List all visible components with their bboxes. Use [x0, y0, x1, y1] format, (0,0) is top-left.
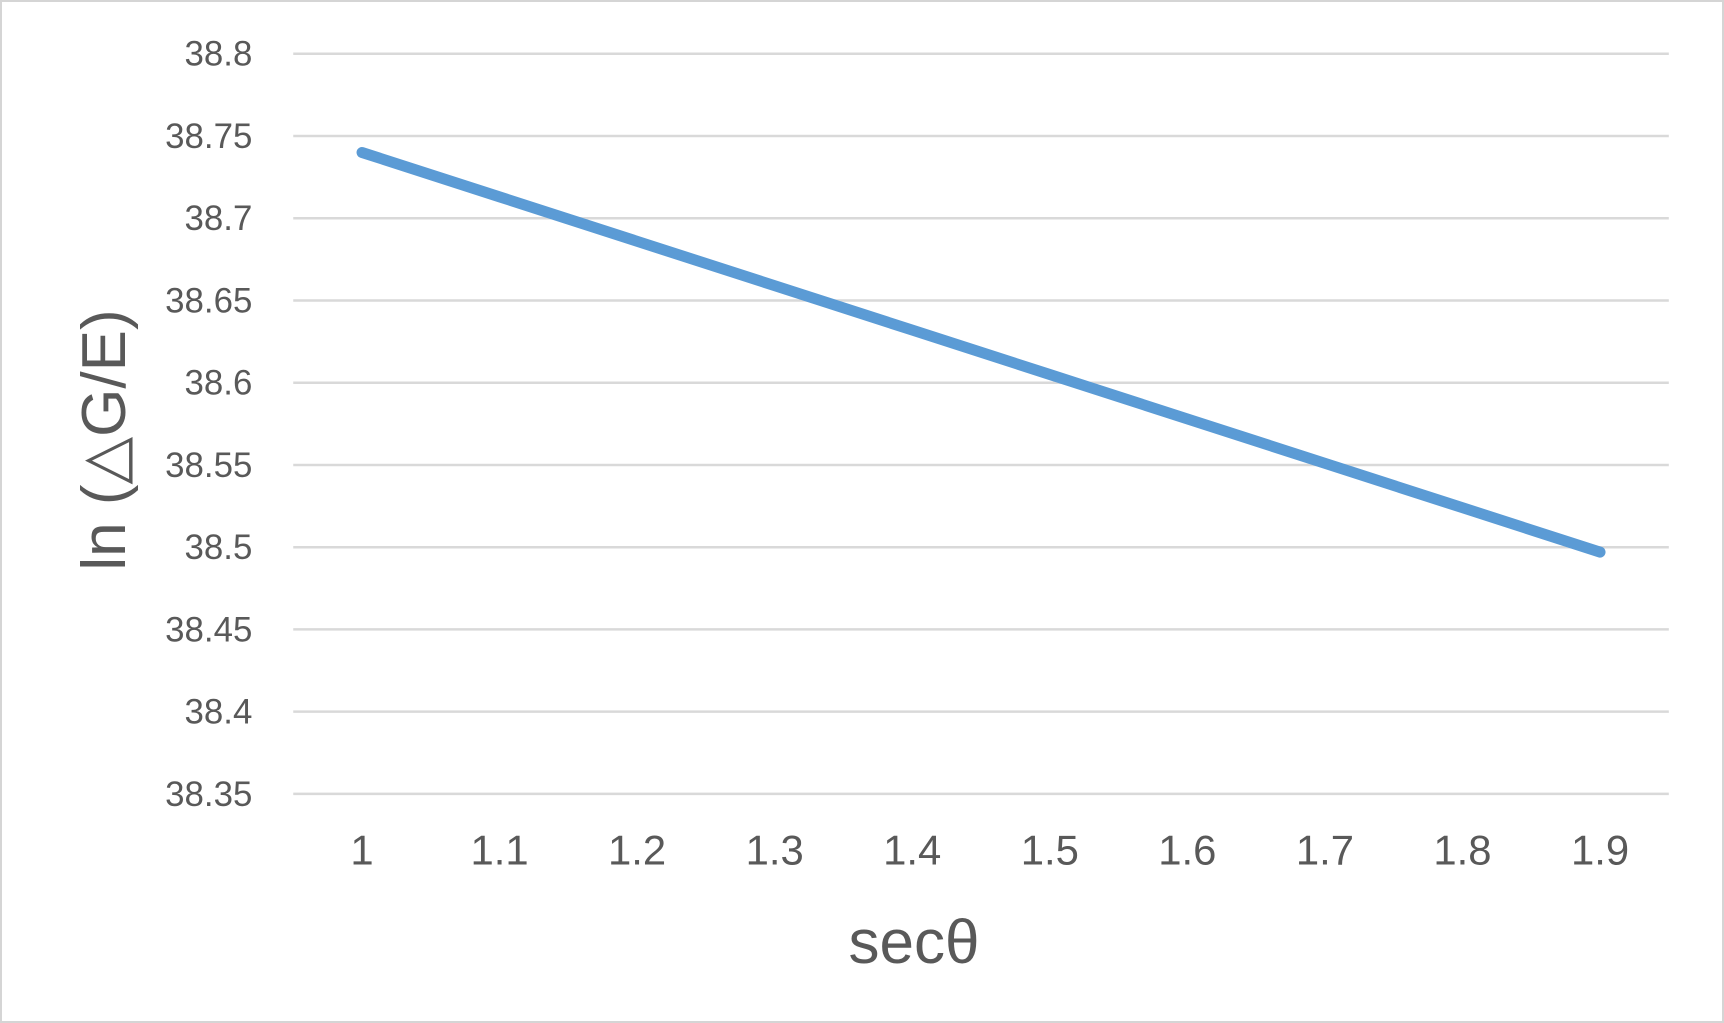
x-tick-label: 1.6 [1158, 827, 1216, 874]
y-tick-label: 38.35 [165, 775, 252, 814]
y-tick-label: 38.7 [185, 199, 253, 238]
gridlines [293, 52, 1669, 796]
series-line [356, 146, 1606, 558]
y-tick-label: 38.4 [185, 693, 253, 732]
x-tick-label: 1.7 [1296, 827, 1354, 874]
y-tick-label: 38.6 [185, 364, 253, 403]
y-tick-label: 38.65 [165, 281, 252, 320]
x-tick-label: 1.2 [608, 827, 666, 874]
y-tick-label: 38.8 [185, 35, 253, 74]
x-tick-label: 1.1 [470, 827, 528, 874]
x-tick-label: 1.4 [883, 827, 941, 874]
x-tick-label: 1 [350, 827, 373, 874]
y-axis-title: ln (△G/E) [70, 309, 139, 571]
x-tick-label: 1.9 [1571, 827, 1629, 874]
x-tick-label: 1.5 [1021, 827, 1079, 874]
x-tick-label: 1.8 [1433, 827, 1491, 874]
y-tick-label: 38.45 [165, 610, 252, 649]
y-axis-tick-labels: 38.35 38.4 38.45 38.5 38.55 38.6 38.65 38.7 38.7… [165, 35, 252, 814]
y-tick-label: 38.55 [165, 446, 252, 485]
x-axis-tick-labels: 1 1.1 1.2 1.3 1.4 1.5 1.6 1.7 1.8 1.9 [350, 827, 1629, 874]
x-tick-label: 1.3 [746, 827, 804, 874]
y-tick-label: 38.5 [185, 528, 253, 567]
y-tick-label: 38.75 [165, 117, 252, 156]
x-axis-title: secθ [848, 908, 980, 977]
